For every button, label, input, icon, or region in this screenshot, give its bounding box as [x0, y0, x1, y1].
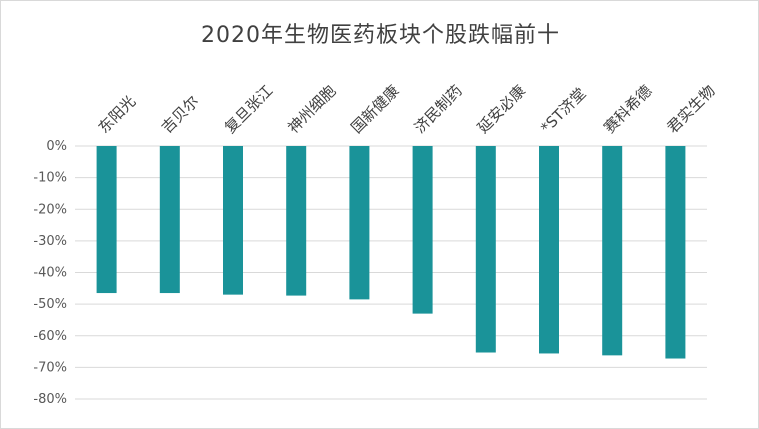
y-tick-label: -60% — [33, 329, 67, 344]
category-label: 东阳光 — [95, 92, 140, 137]
category-label: 复旦张江 — [221, 82, 276, 137]
bars — [96, 146, 686, 359]
category-label: 君实生物 — [664, 82, 719, 137]
y-tick-label: -10% — [33, 171, 67, 186]
category-label: 神州细胞 — [284, 82, 339, 137]
category-label: *ST济堂 — [537, 84, 589, 136]
bar — [96, 146, 117, 294]
category-labels: 东阳光 吉贝尔 复旦张江 神州细胞 国新健康 济民制药 延安必康 *ST济堂 赛科希德 君实生物 — [95, 82, 719, 137]
bar — [159, 146, 180, 294]
bar — [665, 146, 686, 359]
gridlines — [75, 145, 707, 400]
y-tick-label: -50% — [33, 297, 67, 312]
y-tick-label: 0% — [46, 139, 67, 154]
bar — [539, 146, 559, 354]
category-label: 国新健康 — [348, 82, 403, 137]
y-axis-ticks: 0% -10% -20% -30% -40% -50% -60% -70% -80% — [33, 139, 67, 407]
y-tick-label: -40% — [33, 266, 67, 281]
bar — [475, 146, 496, 353]
category-label: 吉贝尔 — [158, 92, 203, 137]
y-tick-label: -20% — [33, 202, 67, 217]
y-tick-label: -70% — [33, 360, 67, 375]
bar — [223, 146, 243, 295]
bar — [349, 146, 370, 300]
chart-title: 2020年生物医药板块个股跌幅前十 — [201, 23, 560, 48]
bar — [602, 146, 623, 356]
y-tick-label: -80% — [33, 392, 67, 407]
bar — [412, 146, 433, 314]
category-label: 延安必康 — [474, 82, 529, 137]
bar — [286, 146, 307, 296]
category-label: 赛科希德 — [600, 82, 655, 137]
category-label: 济民制药 — [411, 82, 466, 137]
y-tick-label: -30% — [33, 234, 67, 249]
